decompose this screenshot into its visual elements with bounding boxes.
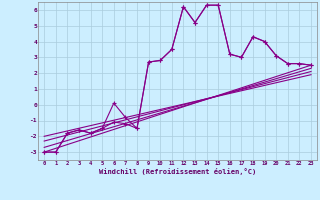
X-axis label: Windchill (Refroidissement éolien,°C): Windchill (Refroidissement éolien,°C) [99,168,256,175]
